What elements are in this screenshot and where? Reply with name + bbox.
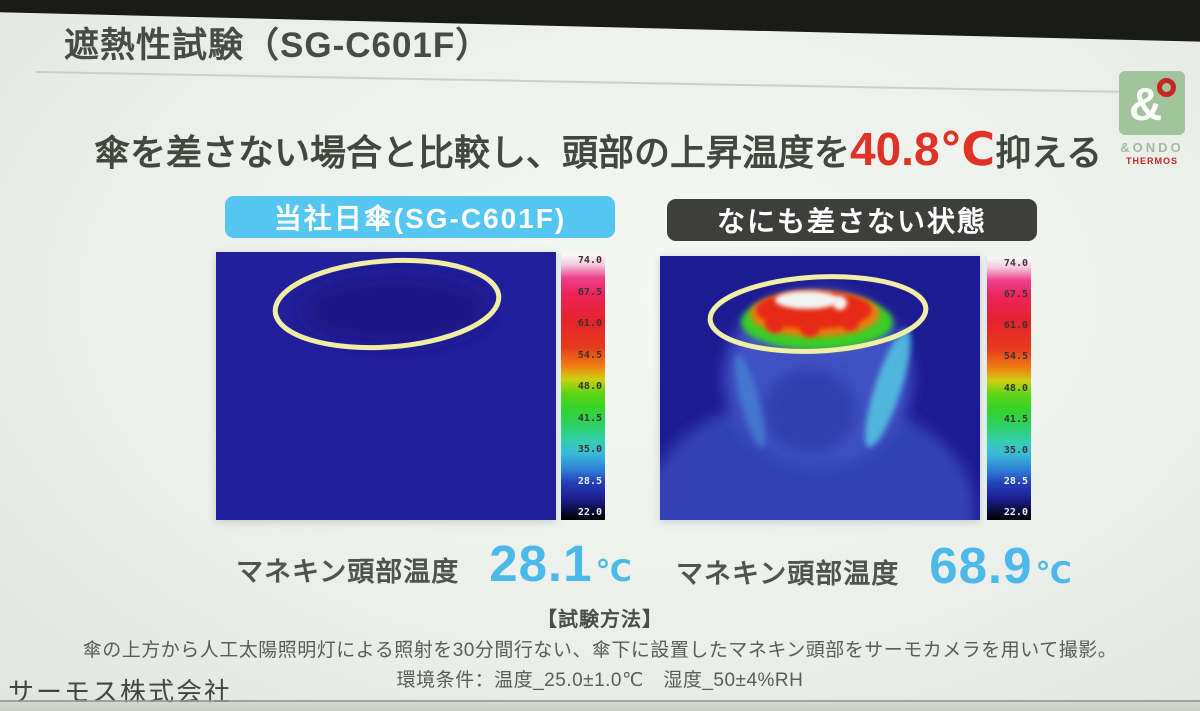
ondo-logo-text: &ONDO bbox=[1120, 140, 1184, 155]
cyan-edge-right bbox=[865, 328, 911, 448]
test-method-line1: 傘の上方から人工太陽照明灯による照射を30分間行ない、傘下に設置したマネキン頭部… bbox=[82, 640, 1118, 661]
highlight-ellipse-parasol bbox=[272, 257, 502, 351]
highlight-ellipse-bare bbox=[707, 274, 929, 354]
temp-unit: ℃ bbox=[1035, 557, 1072, 590]
mannequin-face-shadow bbox=[764, 369, 856, 453]
degree-ring-icon bbox=[1157, 78, 1176, 97]
title-divider bbox=[35, 71, 1166, 94]
headline-prefix: 傘を差さない場合と比較し、頭部の上昇温度を bbox=[94, 132, 851, 173]
scale-labels: 74.0 67.5 61.0 54.5 48.0 41.5 35.0 28.5 … bbox=[561, 254, 605, 520]
scale-tick: 41.5 bbox=[1003, 413, 1028, 425]
temp-readout-bare: マネキン頭部温度 68.9 ℃ bbox=[676, 536, 1072, 595]
scale-tick: 67.5 bbox=[577, 286, 602, 298]
scale-tick: 48.0 bbox=[577, 381, 602, 392]
temperature-scale-bare: 74.0 67.5 61.0 54.5 48.0 41.5 35.0 28.5 … bbox=[985, 257, 1031, 520]
scale-tick: 67.5 bbox=[1003, 289, 1028, 301]
thermal-image-parasol bbox=[216, 252, 556, 520]
test-method-section: 【試験方法】 傘の上方から人工太陽照明灯による照射を30分間行ない、傘下に設置し… bbox=[0, 603, 1200, 692]
scale-tick: 54.5 bbox=[1003, 351, 1028, 363]
cyan-edge-left bbox=[734, 354, 766, 448]
headline-suffix: 抑える bbox=[995, 132, 1103, 173]
temp-readout-parasol: マネキン頭部温度 28.1 ℃ bbox=[236, 534, 632, 593]
thermos-logo-text: THERMOS bbox=[1126, 156, 1178, 166]
temp-unit: ℃ bbox=[595, 555, 632, 588]
scale-tick: 54.5 bbox=[577, 349, 602, 361]
hotspot-white-center bbox=[775, 291, 839, 309]
ampersand-glyph: & bbox=[1129, 78, 1163, 130]
hotspot-white-center bbox=[833, 296, 847, 310]
temp-value: 28.1 bbox=[489, 535, 593, 592]
panel-label-bare: なにも差さない状態 bbox=[667, 199, 1037, 241]
headline: 傘を差さない場合と比較し、頭部の上昇温度を40.8℃抑える bbox=[94, 122, 1154, 176]
test-method-line2: 環境条件：温度_25.0±1.0℃ 湿度_50±4%RH bbox=[396, 670, 804, 691]
scale-tick: 22.0 bbox=[577, 507, 602, 518]
scale-tick: 74.0 bbox=[577, 255, 602, 266]
scale-tick: 61.0 bbox=[1003, 320, 1028, 332]
temp-label: マネキン頭部温度 bbox=[236, 557, 460, 587]
scale-tick: 35.0 bbox=[1003, 444, 1028, 456]
scale-tick: 74.0 bbox=[1003, 258, 1028, 269]
temperature-scale-parasol: 74.0 67.5 61.0 54.5 48.0 41.5 35.0 28.5 … bbox=[559, 254, 605, 520]
temp-value: 68.9 bbox=[929, 537, 1033, 594]
page-title: 遮熱性試験（SG-C601F） bbox=[64, 26, 492, 65]
scale-tick: 41.5 bbox=[577, 412, 602, 424]
ondo-logo-icon: & bbox=[1119, 71, 1185, 135]
scale-tick: 48.0 bbox=[1003, 382, 1028, 394]
scale-labels: 74.0 67.5 61.0 54.5 48.0 41.5 35.0 28.5 … bbox=[987, 257, 1031, 520]
test-method-heading: 【試験方法】 bbox=[537, 609, 663, 631]
temp-label: マネキン頭部温度 bbox=[676, 559, 900, 589]
thermal-image-bare bbox=[660, 256, 980, 520]
ondo-logo: & &ONDO THERMOS bbox=[1115, 71, 1189, 166]
headline-highlight-temp: 40.8℃ bbox=[850, 123, 996, 175]
screen-edge-bottom bbox=[0, 700, 1200, 711]
scale-tick: 28.5 bbox=[577, 475, 602, 487]
scale-tick: 61.0 bbox=[577, 318, 602, 329]
scale-tick: 22.0 bbox=[1003, 507, 1028, 518]
scale-tick: 35.0 bbox=[577, 444, 602, 455]
cool-head-region bbox=[301, 274, 491, 346]
hotspot-red-jag bbox=[800, 317, 820, 337]
panel-label-parasol: 当社日傘(SG-C601F) bbox=[225, 196, 615, 238]
scale-tick: 28.5 bbox=[1003, 475, 1028, 487]
hotspot-red-jag bbox=[765, 313, 785, 333]
hotspot-red-jag bbox=[841, 313, 859, 331]
